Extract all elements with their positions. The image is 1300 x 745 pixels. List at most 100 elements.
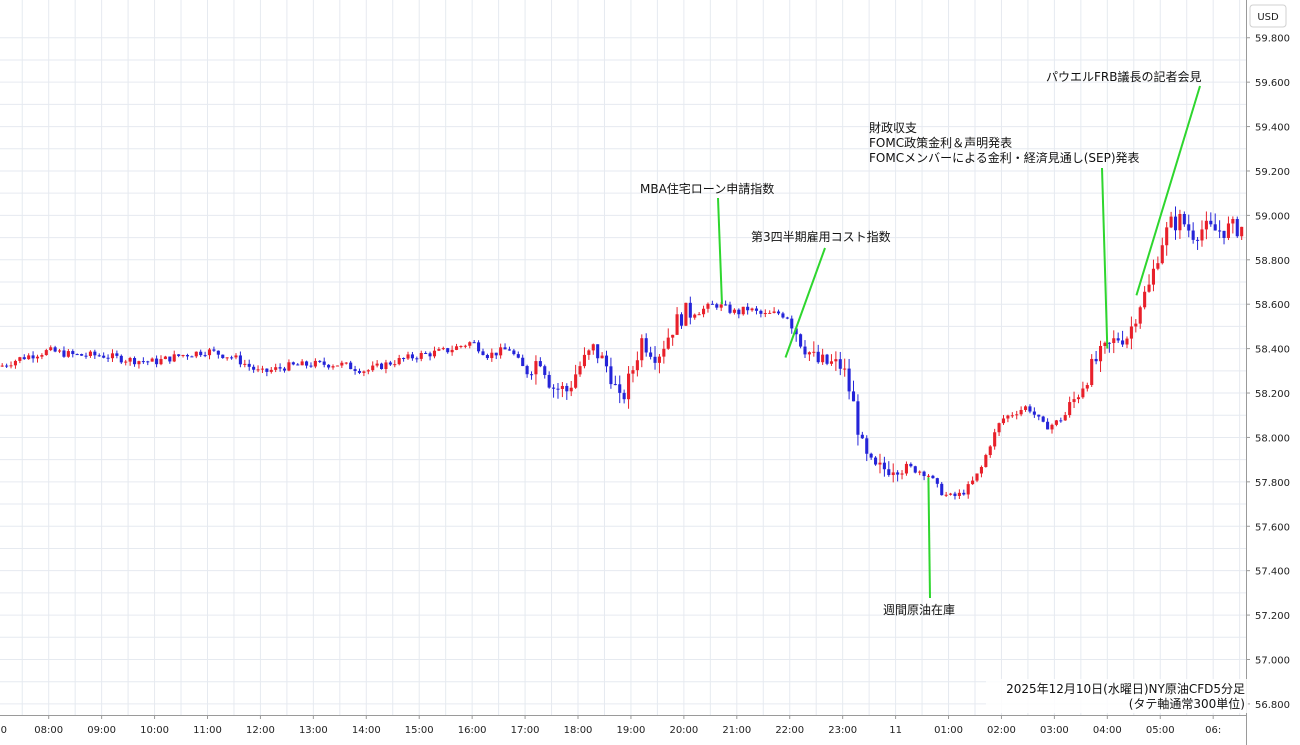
annotation-leader-line (1101, 167, 1109, 349)
candle-down (216, 350, 220, 355)
candle-up (971, 480, 975, 485)
candle-up (1178, 213, 1182, 231)
candle-down (97, 355, 101, 357)
candle-up (335, 365, 339, 367)
candle-up (366, 370, 370, 372)
candle-up (88, 351, 92, 356)
candle-down (622, 392, 626, 400)
candle-up (194, 351, 198, 357)
candle-down (177, 354, 181, 356)
candle-up (1134, 323, 1138, 327)
annotation-leader-line (784, 247, 826, 358)
candle-up (490, 352, 494, 359)
candle-up (878, 462, 882, 465)
annotation-fomc-line2: FOMC政策金利＆声明発表 (869, 135, 1012, 150)
candle-up (1169, 216, 1173, 228)
time-tick-label: 13:00 (299, 725, 328, 736)
candle-down (529, 374, 534, 376)
candle-up (534, 361, 538, 375)
candle-up (732, 309, 736, 313)
candle-down (1173, 216, 1178, 231)
annotation-powell-label: パウエルFRB議長の記者会見 (1046, 69, 1201, 84)
price-tick-label: 57.200 (1255, 611, 1290, 622)
candle-down (305, 361, 309, 366)
candle-up (384, 362, 388, 370)
candle-up (772, 311, 776, 313)
candle-down (825, 354, 829, 364)
candle-down (282, 368, 287, 371)
candle-up (1081, 388, 1085, 398)
candle-up (843, 368, 847, 370)
candle-down (141, 361, 145, 363)
candle-up (631, 370, 635, 374)
candle-up (499, 347, 503, 356)
candle-up (406, 354, 410, 359)
candle-down (688, 302, 692, 318)
price-tick-label: 58.200 (1255, 389, 1290, 400)
candle-down (525, 366, 529, 375)
candle-up (1076, 397, 1081, 400)
candle-down (847, 368, 851, 392)
candle-up (666, 337, 670, 349)
price-tick-label: 59.800 (1255, 34, 1290, 45)
candle-up (993, 432, 997, 447)
candle-down (22, 357, 26, 360)
candle-up (274, 367, 278, 370)
candle-up (454, 346, 459, 350)
candle-up (1160, 245, 1164, 264)
candle-up (468, 342, 472, 346)
candle-down (1121, 340, 1125, 345)
price-tick-label: 57.000 (1255, 655, 1290, 666)
candle-up (697, 314, 701, 316)
candle-up (66, 351, 70, 357)
candle-down (1046, 421, 1050, 430)
candle-down (1196, 239, 1200, 241)
candle-down (31, 355, 35, 359)
candle-down (922, 471, 926, 477)
price-tick-label: 57.800 (1255, 478, 1290, 489)
candle-down (353, 369, 357, 371)
candle-down (428, 353, 432, 357)
candle-up (1010, 415, 1014, 417)
time-tick-label: 17:00 (511, 725, 540, 736)
candle-down (80, 354, 84, 356)
candle-down (653, 356, 657, 363)
candle-up (949, 493, 953, 495)
price-axis: 56.800 57.000 57.200 57.400 57.600 57.800 58.0… (1246, 34, 1290, 711)
time-tick-label: 20:00 (669, 725, 698, 736)
candle-up (741, 306, 745, 315)
candle-up (44, 350, 48, 356)
candle-down (644, 338, 648, 353)
candle-up (256, 369, 260, 371)
candle-up (172, 354, 176, 362)
candle-up (1204, 220, 1208, 230)
candle-up (829, 361, 834, 364)
candle-up (137, 361, 141, 365)
currency-badge-box (1249, 4, 1287, 28)
chart-subtitle: (タテ軸通常300単位) (1129, 696, 1245, 711)
candle-up (657, 356, 661, 363)
candle-down (543, 366, 547, 375)
candle-down (1037, 414, 1041, 417)
time-tick-label: 18:00 (564, 725, 593, 736)
candle-down (278, 367, 282, 369)
time-tick-label: 02:00 (987, 725, 1016, 736)
candle-up (1129, 326, 1133, 339)
candle-up (344, 362, 348, 364)
candle-down (102, 355, 106, 358)
candle-up (1226, 223, 1230, 238)
candle-down (199, 351, 203, 356)
candle-down (53, 347, 57, 352)
candle-down (507, 349, 512, 351)
candle-down (296, 364, 300, 366)
candle-down (503, 347, 507, 350)
candle-down (1032, 411, 1036, 415)
candle-down (291, 362, 295, 365)
candle-down (1116, 338, 1120, 341)
candle-down (380, 363, 384, 370)
annotation-leader-line (927, 477, 931, 599)
candle-down (609, 366, 613, 385)
candle-down (1041, 416, 1045, 422)
